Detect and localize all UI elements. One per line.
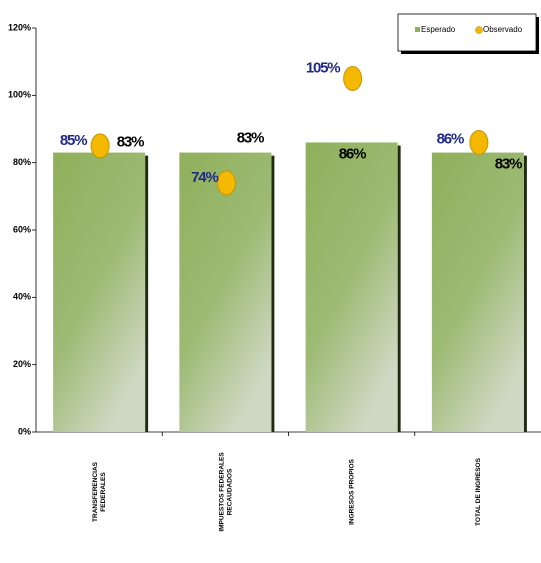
data-label: 83%	[117, 134, 144, 151]
data-label: 86%	[339, 145, 366, 162]
data-label: 85%	[60, 132, 87, 149]
legend-swatch	[415, 27, 420, 32]
legend-swatch	[475, 26, 483, 34]
marker	[343, 66, 363, 91]
x-tick-label: IMPUESTOS FEDERALESRECAUDADOS	[218, 452, 233, 532]
x-tick-label-line: IMPUESTOS FEDERALES	[218, 452, 225, 532]
y-tick-label: 20%	[13, 359, 31, 369]
marker	[469, 129, 489, 155]
y-tick-label: 80%	[13, 157, 31, 167]
x-tick-label-line: INGRESOS PROPIOS	[348, 458, 355, 524]
data-label: 74%	[191, 169, 218, 186]
y-tick-label: 100%	[8, 90, 31, 100]
bar	[431, 152, 524, 433]
data-label: 83%	[495, 156, 522, 173]
bar	[179, 152, 272, 433]
bar-shadow	[397, 145, 401, 432]
y-tick-label: 40%	[13, 292, 31, 302]
bar-shadow	[145, 155, 149, 433]
data-label: 105%	[306, 59, 340, 76]
x-tick-label-line: FEDERALES	[100, 472, 107, 512]
x-tick-label-line: TOTAL DE INGRESOS	[475, 457, 482, 526]
legend: Esperado Observado	[397, 13, 539, 54]
marker	[90, 133, 110, 159]
y-tick-label: 0%	[18, 426, 31, 436]
marker	[216, 170, 236, 196]
x-tick-label: TRANSFERENCIASFEDERALES	[92, 461, 107, 522]
x-tick-label: INGRESOS PROPIOS	[348, 458, 355, 524]
bar	[53, 152, 146, 433]
y-tick-label: 60%	[13, 224, 31, 234]
x-tick-label-line: TRANSFERENCIAS	[92, 461, 99, 522]
x-tick-label: TOTAL DE INGRESOS	[475, 457, 482, 526]
legend-box	[397, 13, 537, 52]
data-label: 86%	[437, 130, 464, 147]
legend-label: Esperado	[421, 25, 456, 34]
bar-shadow	[271, 155, 275, 433]
y-tick-label: 120%	[8, 22, 31, 32]
legend-label: Observado	[483, 25, 523, 34]
x-tick-label-line: RECAUDADOS	[226, 468, 233, 515]
bar	[305, 142, 398, 432]
data-label: 83%	[237, 130, 264, 147]
bar-shadow	[523, 155, 527, 433]
